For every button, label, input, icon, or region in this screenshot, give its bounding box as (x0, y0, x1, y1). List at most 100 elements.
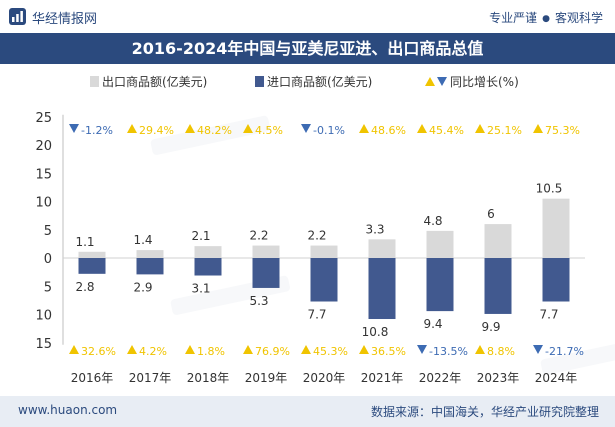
import-bar (484, 258, 512, 314)
watermark-shape-2 (540, 335, 615, 375)
export-bar (542, 198, 570, 258)
footer-website: www.huaon.com (18, 403, 118, 417)
import-bar (426, 258, 454, 312)
export-growth-label: 75.3% (545, 124, 580, 137)
import-value-label: 5.3 (249, 294, 268, 308)
import-growth-label: 32.6% (81, 345, 116, 358)
export-bar (426, 230, 454, 258)
import-growth-label: 1.8% (197, 345, 225, 358)
title-bar: 2016-2024年中国与亚美尼亚进、出口商品总值 (0, 33, 615, 64)
export-bar (136, 250, 164, 258)
up-triangle-icon (127, 124, 137, 133)
down-triangle-icon (301, 124, 311, 133)
y-tick-label: 15 (35, 167, 52, 182)
y-tick-label: 5 (44, 224, 52, 239)
export-bar (310, 245, 338, 258)
export-bar (78, 251, 106, 258)
export-value-label: 2.2 (249, 229, 268, 243)
y-tick-label: 5 (44, 280, 52, 295)
export-growth-label: 25.1% (487, 124, 522, 137)
import-bar (252, 258, 280, 288)
footer: www.huaon.com 数据来源：中国海关，华经产业研究院整理 (0, 396, 615, 427)
import-growth-label: 45.3% (313, 345, 348, 358)
legend-label-growth: 同比增长(%) (450, 75, 519, 89)
slogan-right: 客观科学 (554, 11, 603, 25)
import-growth-label: 36.5% (371, 345, 406, 358)
slogan: 专业严谨 ● 客观科学 (489, 9, 603, 26)
y-tick-label: 25 (35, 111, 52, 126)
import-bar (136, 258, 164, 275)
legend-swatch-import (255, 76, 264, 87)
import-bar (194, 258, 222, 276)
import-bar (368, 258, 396, 320)
down-triangle-icon (417, 345, 427, 354)
import-bar (78, 258, 106, 274)
x-tick-label: 2024年 (535, 371, 578, 385)
legend-item-growth: 同比增长(%) (425, 74, 519, 90)
legend-swatch-export (90, 76, 99, 87)
export-bar (368, 239, 396, 258)
up-triangle-icon (243, 124, 253, 133)
up-triangle-icon (185, 124, 195, 133)
legend-label-import: 进口商品额(亿美元) (267, 75, 373, 89)
y-tick-label: 20 (35, 139, 52, 154)
export-growth-label: -1.2% (81, 124, 113, 137)
export-value-label: 1.1 (75, 235, 94, 249)
chart-plot: 25 20 15 10 5 0 5 10 15 1.1 2.8 1.4 2.9 2.1 3.1 2.2 5.3… (35, 110, 615, 385)
import-bar (542, 258, 570, 302)
export-value-label: 1.4 (133, 233, 152, 247)
x-tick-label: 2019年 (245, 371, 288, 385)
brand-logo-icon (9, 8, 26, 25)
import-value-label: 9.4 (423, 317, 442, 331)
legend-item-export: 出口商品额(亿美元) (90, 74, 207, 90)
bars (78, 198, 570, 320)
import-value-label: 2.8 (75, 280, 94, 294)
up-triangle-icon (475, 124, 485, 133)
export-growth-label: -0.1% (313, 124, 345, 137)
import-value-label: 2.9 (133, 280, 152, 294)
up-triangle-icon (533, 124, 543, 133)
export-bar (484, 224, 512, 258)
data-labels: 1.1 2.8 1.4 2.9 2.1 3.1 2.2 5.3 2.2 7.7 3.3 10.8 4.8… (75, 182, 562, 339)
import-growth-label: -13.5% (429, 345, 468, 358)
export-bar (194, 246, 222, 258)
slogan-left: 专业严谨 (489, 11, 538, 25)
x-tick-label: 2022年 (419, 371, 462, 385)
y-tick-label: 15 (35, 337, 52, 352)
y-tick-label: 10 (35, 196, 52, 211)
export-growth-label: 29.4% (139, 124, 174, 137)
slogan-separator: ● (542, 14, 550, 24)
x-tick-label: 2017年 (129, 371, 172, 385)
export-bar (252, 245, 280, 258)
import-growth-label: 8.8% (487, 345, 515, 358)
export-value-label: 3.3 (365, 222, 384, 236)
down-triangle-icon (69, 124, 79, 133)
legend-label-export: 出口商品额(亿美元) (102, 75, 208, 89)
export-growth-label: 48.2% (197, 124, 232, 137)
x-tick-label: 2018年 (187, 371, 230, 385)
y-tick-label: 10 (35, 309, 52, 324)
import-value-label: 10.8 (362, 325, 389, 339)
export-growth-label: 48.6% (371, 124, 406, 137)
up-triangle-icon (475, 345, 485, 354)
x-axis-labels: 2016年 2017年 2018年 2019年 2020年 2021年 2022年 2023年… (71, 371, 578, 385)
import-growth-label: 4.2% (139, 345, 167, 358)
export-growth-label: 4.5% (255, 124, 283, 137)
up-triangle-icon (69, 345, 79, 354)
export-value-label: 2.2 (307, 229, 326, 243)
down-triangle-icon (437, 77, 447, 86)
import-bar (310, 258, 338, 302)
up-triangle-icon (417, 124, 427, 133)
import-growth-label: -21.7% (545, 345, 584, 358)
up-triangle-icon (359, 124, 369, 133)
x-tick-label: 2016年 (71, 371, 114, 385)
up-triangle-icon (359, 345, 369, 354)
up-triangle-icon (425, 77, 435, 86)
legend: 出口商品额(亿美元) 进口商品额(亿美元) 同比增长(%) (0, 70, 615, 94)
import-value-label: 3.1 (191, 282, 210, 296)
up-triangle-icon (243, 345, 253, 354)
x-tick-label: 2023年 (477, 371, 520, 385)
export-growth-label: 45.4% (429, 124, 464, 137)
brand-name: 华经情报网 (32, 12, 98, 27)
import-value-label: 9.9 (481, 320, 500, 334)
